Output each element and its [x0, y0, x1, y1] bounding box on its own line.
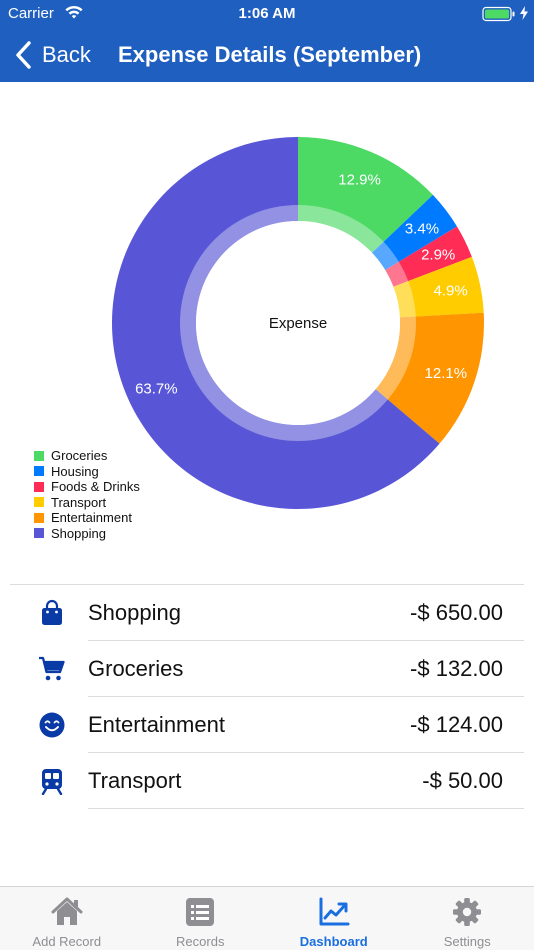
- slice-label: 12.1%: [425, 365, 468, 382]
- gear-icon: [453, 898, 482, 926]
- slice-label: 4.9%: [433, 283, 467, 300]
- legend-swatch: [34, 481, 44, 492]
- back-button[interactable]: Back: [14, 38, 91, 72]
- legend-swatch: [34, 466, 44, 477]
- donut-center-label: Expense: [269, 315, 327, 332]
- legend-label: Entertainment: [51, 510, 132, 526]
- legend-label: Groceries: [51, 448, 108, 464]
- legend-item: Transport: [34, 495, 140, 511]
- slice-shopping[interactable]: [112, 137, 440, 509]
- legend-swatch: [34, 528, 44, 539]
- tab-bar: Add Record Records Dashboard: [0, 886, 534, 950]
- expense-list: Shopping -$ 650.00 Groceries -$ 132.00 E…: [0, 585, 534, 809]
- row-divider: [88, 752, 524, 753]
- row-divider: [88, 640, 524, 641]
- expense-amount: -$ 132.00: [410, 656, 503, 681]
- list-top-divider: [10, 584, 524, 585]
- train-icon: [41, 769, 63, 795]
- legend-label: Transport: [51, 494, 107, 510]
- home-icon: [51, 897, 83, 925]
- expense-name: Groceries: [88, 656, 184, 681]
- legend-item: Housing: [34, 464, 140, 480]
- list-icon: [186, 898, 215, 926]
- back-label: Back: [42, 42, 91, 67]
- expense-name: Transport: [88, 768, 182, 793]
- legend-item: Entertainment: [34, 510, 140, 526]
- slice-transport[interactable]: [393, 256, 484, 318]
- slice-label: 12.9%: [338, 172, 381, 189]
- slice-label: 3.4%: [405, 220, 439, 237]
- expense-row-entertainment[interactable]: Entertainment -$ 124.00: [0, 697, 534, 753]
- tab-label: Dashboard: [299, 934, 368, 949]
- page-title: Expense Details (September): [118, 42, 422, 67]
- legend-item: Groceries: [34, 448, 140, 464]
- legend-label: Foods & Drinks: [51, 479, 140, 495]
- slice-label: 2.9%: [421, 247, 455, 264]
- expense-name: Shopping: [88, 600, 181, 625]
- status-time: 1:06 AM: [238, 5, 296, 22]
- row-divider: [88, 696, 524, 697]
- row-divider: [88, 808, 524, 809]
- legend-swatch: [34, 497, 44, 508]
- slice-label: 63.7%: [135, 380, 178, 397]
- back-chevron-icon: [16, 41, 31, 69]
- smiley-icon: [39, 712, 65, 738]
- tab-dashboard[interactable]: Dashboard: [267, 887, 401, 950]
- slice-foods-drinks[interactable]: [385, 226, 472, 287]
- tab-label: Add Record: [32, 934, 102, 949]
- expense-row-transport[interactable]: Transport -$ 50.00: [0, 753, 534, 809]
- legend-swatch: [34, 512, 44, 523]
- legend-swatch: [34, 450, 44, 461]
- charging-icon: [520, 6, 528, 20]
- donut-svg: 12.9% 3.4% 2.9% 4.9% 12.1% 63.7% Expense: [112, 137, 485, 509]
- chart-icon: [319, 897, 350, 926]
- expense-amount: -$ 650.00: [410, 600, 503, 625]
- expense-donut-chart: 12.9% 3.4% 2.9% 4.9% 12.1% 63.7% Expense: [0, 82, 534, 552]
- legend-label: Shopping: [51, 525, 106, 541]
- slice-groceries[interactable]: [298, 137, 433, 253]
- tab-label: Settings: [443, 934, 491, 949]
- expense-row-groceries[interactable]: Groceries -$ 132.00: [0, 641, 534, 697]
- expense-amount: -$ 50.00: [422, 768, 503, 793]
- tab-add-record[interactable]: Add Record: [0, 887, 134, 950]
- donut-hole: [196, 221, 400, 425]
- status-bar: Carrier 1:06 AM: [0, 0, 534, 28]
- legend-item: Foods & Drinks: [34, 479, 140, 495]
- expense-name: Entertainment: [88, 712, 225, 737]
- slice-housing[interactable]: [371, 194, 457, 271]
- navigation-bar: Carrier 1:06 AM Back Expense Details (Se: [0, 0, 534, 82]
- tab-settings[interactable]: Settings: [401, 887, 534, 950]
- slice-entertainment[interactable]: [375, 312, 485, 444]
- cart-icon: [39, 656, 65, 681]
- expense-row-shopping[interactable]: Shopping -$ 650.00: [0, 585, 534, 641]
- legend-label: Housing: [51, 463, 99, 479]
- shopping-bag-icon: [42, 599, 62, 625]
- legend-item: Shopping: [34, 526, 140, 542]
- expense-amount: -$ 124.00: [410, 712, 503, 737]
- tab-label: Records: [176, 934, 225, 949]
- wifi-icon: [65, 5, 83, 19]
- carrier-label: Carrier: [8, 5, 54, 22]
- tab-records[interactable]: Records: [134, 887, 268, 950]
- chart-legend: Groceries Housing Foods & Drinks Transport E…: [34, 448, 140, 541]
- battery-icon: [482, 6, 515, 22]
